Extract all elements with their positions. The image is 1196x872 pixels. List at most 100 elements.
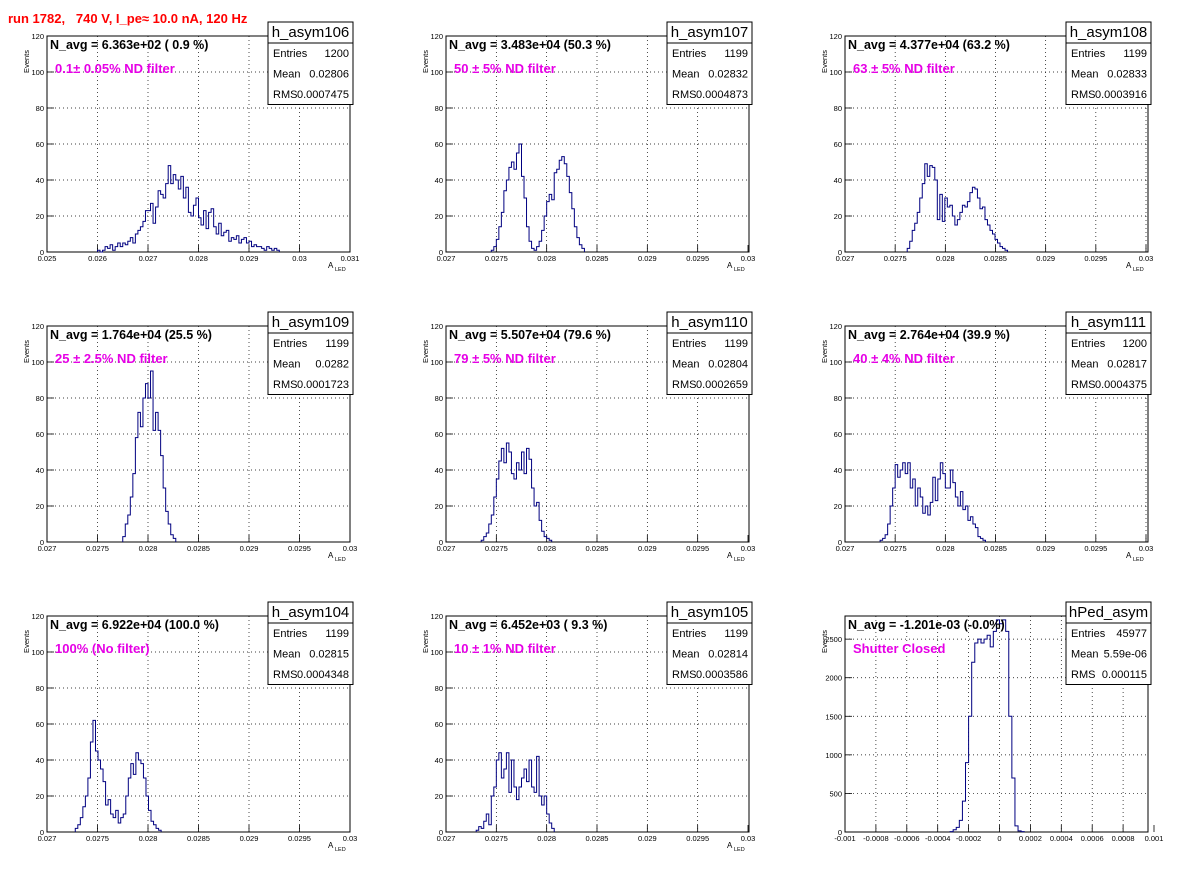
stats-box — [666, 21, 753, 105]
stats-title: h_asym107 — [671, 24, 749, 41]
y-axis-label: Events — [421, 50, 430, 73]
x-tick-label: 0.03 — [1139, 254, 1154, 263]
y-tick-label: 60 — [834, 140, 842, 149]
y-tick-label: 100 — [430, 358, 443, 367]
x-tick-label: 0.027 — [437, 254, 456, 263]
stats-value: 1199 — [325, 628, 349, 640]
y-tick-label: 80 — [36, 394, 44, 403]
stats-box — [267, 601, 354, 685]
stats-key: RMS — [1071, 669, 1095, 681]
navg-label: N_avg = 1.764e+04 (25.5 %) — [50, 328, 212, 342]
stats-box — [1065, 311, 1152, 395]
histogram-series-h_asym109 — [122, 370, 177, 542]
y-tick-label: 40 — [834, 466, 842, 475]
y-tick-label: 40 — [36, 756, 44, 765]
x-tick-label: 0.028 — [139, 834, 158, 843]
stats-title: h_asym110 — [671, 314, 747, 331]
x-tick-label: 0.0295 — [1084, 254, 1107, 263]
y-tick-label: 120 — [430, 32, 443, 41]
stats-key: RMS — [1071, 379, 1095, 391]
stats-key: Entries — [273, 48, 308, 60]
histogram-series-hPed_asym — [949, 619, 1025, 833]
y-tick-label: 500 — [829, 789, 842, 798]
y-tick-label: 0 — [838, 538, 842, 547]
y-tick-label: 1500 — [825, 712, 842, 721]
stats-key: Mean — [1071, 649, 1099, 661]
stats-value: 0.0007475 — [297, 89, 349, 101]
x-tick-label: 0.027 — [437, 834, 456, 843]
y-tick-label: 60 — [435, 140, 443, 149]
y-tick-label: 40 — [435, 756, 443, 765]
x-tick-label: 0.026 — [88, 254, 107, 263]
x-tick-label: 0.0295 — [288, 834, 311, 843]
x-tick-label: 0.025 — [38, 254, 57, 263]
y-tick-label: 20 — [36, 502, 44, 511]
x-tick-label: 0.0006 — [1081, 834, 1104, 843]
stats-value: 1199 — [724, 628, 748, 640]
y-tick-label: 100 — [31, 648, 44, 657]
stats-value: 1199 — [724, 48, 748, 60]
stats-value: 0.02804 — [708, 359, 748, 371]
y-tick-label: 0 — [439, 828, 443, 837]
x-tick-label: 0.03 — [292, 254, 307, 263]
stats-value: 0.0001723 — [297, 379, 349, 391]
x-axis-label-subscript: LED — [734, 847, 745, 853]
x-tick-label: 0.029 — [638, 254, 657, 263]
navg-label: N_avg = 5.507e+04 (79.6 %) — [449, 328, 611, 342]
stats-value: 0.02814 — [708, 649, 748, 661]
stats-value: 1199 — [325, 338, 349, 350]
x-tick-label: 0.0008 — [1112, 834, 1135, 843]
stats-value: 0.0004375 — [1095, 379, 1147, 391]
y-tick-label: 40 — [435, 466, 443, 475]
y-tick-label: 0 — [838, 828, 842, 837]
stats-key: Entries — [1071, 338, 1106, 350]
stats-title: h_asym111 — [1071, 314, 1146, 331]
stats-key: Entries — [672, 48, 707, 60]
stats-value: 0.0003916 — [1095, 89, 1147, 101]
x-tick-label: 0.03 — [343, 834, 358, 843]
y-tick-label: 120 — [829, 322, 842, 331]
y-tick-label: 80 — [834, 104, 842, 113]
y-axis-label: Events — [820, 340, 829, 363]
x-tick-label: 0.028 — [936, 544, 955, 553]
stats-key: Mean — [672, 69, 700, 81]
histogram-series-h_asym108 — [906, 163, 1009, 252]
x-tick-label: -0.001 — [834, 834, 855, 843]
stats-key: RMS — [1071, 89, 1095, 101]
x-tick-label: 0.028 — [189, 254, 208, 263]
stats-key: RMS — [672, 379, 696, 391]
x-tick-label: 0.028 — [139, 544, 158, 553]
x-tick-label: -0.0004 — [925, 834, 950, 843]
x-tick-label: 0.029 — [1036, 254, 1055, 263]
stats-box — [666, 601, 753, 685]
y-tick-label: 80 — [435, 394, 443, 403]
x-axis-label: A — [1126, 261, 1132, 270]
stats-value: 0.0003586 — [696, 669, 748, 681]
stats-title: h_asym105 — [671, 604, 749, 621]
x-tick-label: 0.0275 — [884, 544, 907, 553]
x-axis-label-subscript: LED — [734, 557, 745, 563]
x-axis-label-subscript: LED — [335, 557, 346, 563]
stats-box — [1065, 21, 1152, 105]
x-tick-label: 0.0275 — [485, 544, 508, 553]
y-tick-label: 2000 — [825, 674, 842, 683]
histogram-series-h_asym104 — [74, 719, 162, 832]
x-tick-label: 0.028 — [936, 254, 955, 263]
x-tick-label: 0.03 — [741, 254, 756, 263]
x-tick-label: 0.027 — [437, 544, 456, 553]
stats-value: 45977 — [1116, 628, 1147, 640]
x-tick-label: 0.03 — [343, 544, 358, 553]
stats-key: Mean — [273, 359, 301, 371]
x-tick-label: 0.0275 — [485, 254, 508, 263]
x-axis-label: A — [328, 841, 334, 850]
stats-key: Entries — [273, 628, 308, 640]
x-tick-label: 0.0285 — [586, 544, 609, 553]
stats-value: 0.0004873 — [696, 89, 748, 101]
stats-value: 0.000115 — [1102, 669, 1147, 681]
x-tick-label: 0.0295 — [686, 544, 709, 553]
y-tick-label: 0 — [838, 248, 842, 257]
navg-label: N_avg = -1.201e-03 (-0.0%) — [848, 618, 1005, 632]
x-tick-label: 0.027 — [836, 254, 855, 263]
stats-box — [267, 311, 354, 395]
stats-key: Entries — [273, 338, 308, 350]
